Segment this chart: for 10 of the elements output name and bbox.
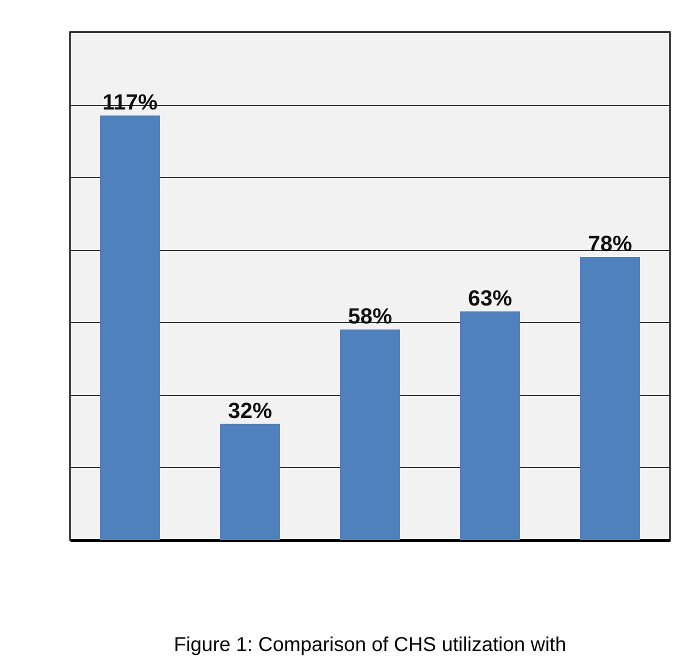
- data-label: 63%: [468, 285, 512, 310]
- data-label: 58%: [348, 304, 392, 329]
- text: Figure 1: Comparison of CHS utilization with: [174, 634, 566, 656]
- bar: [220, 424, 280, 540]
- data-label: 78%: [588, 230, 632, 256]
- bar: [340, 330, 400, 540]
- bar: [100, 115, 160, 540]
- bar: [580, 256, 640, 540]
- bar: [460, 311, 520, 540]
- data-label: 32%: [228, 398, 272, 423]
